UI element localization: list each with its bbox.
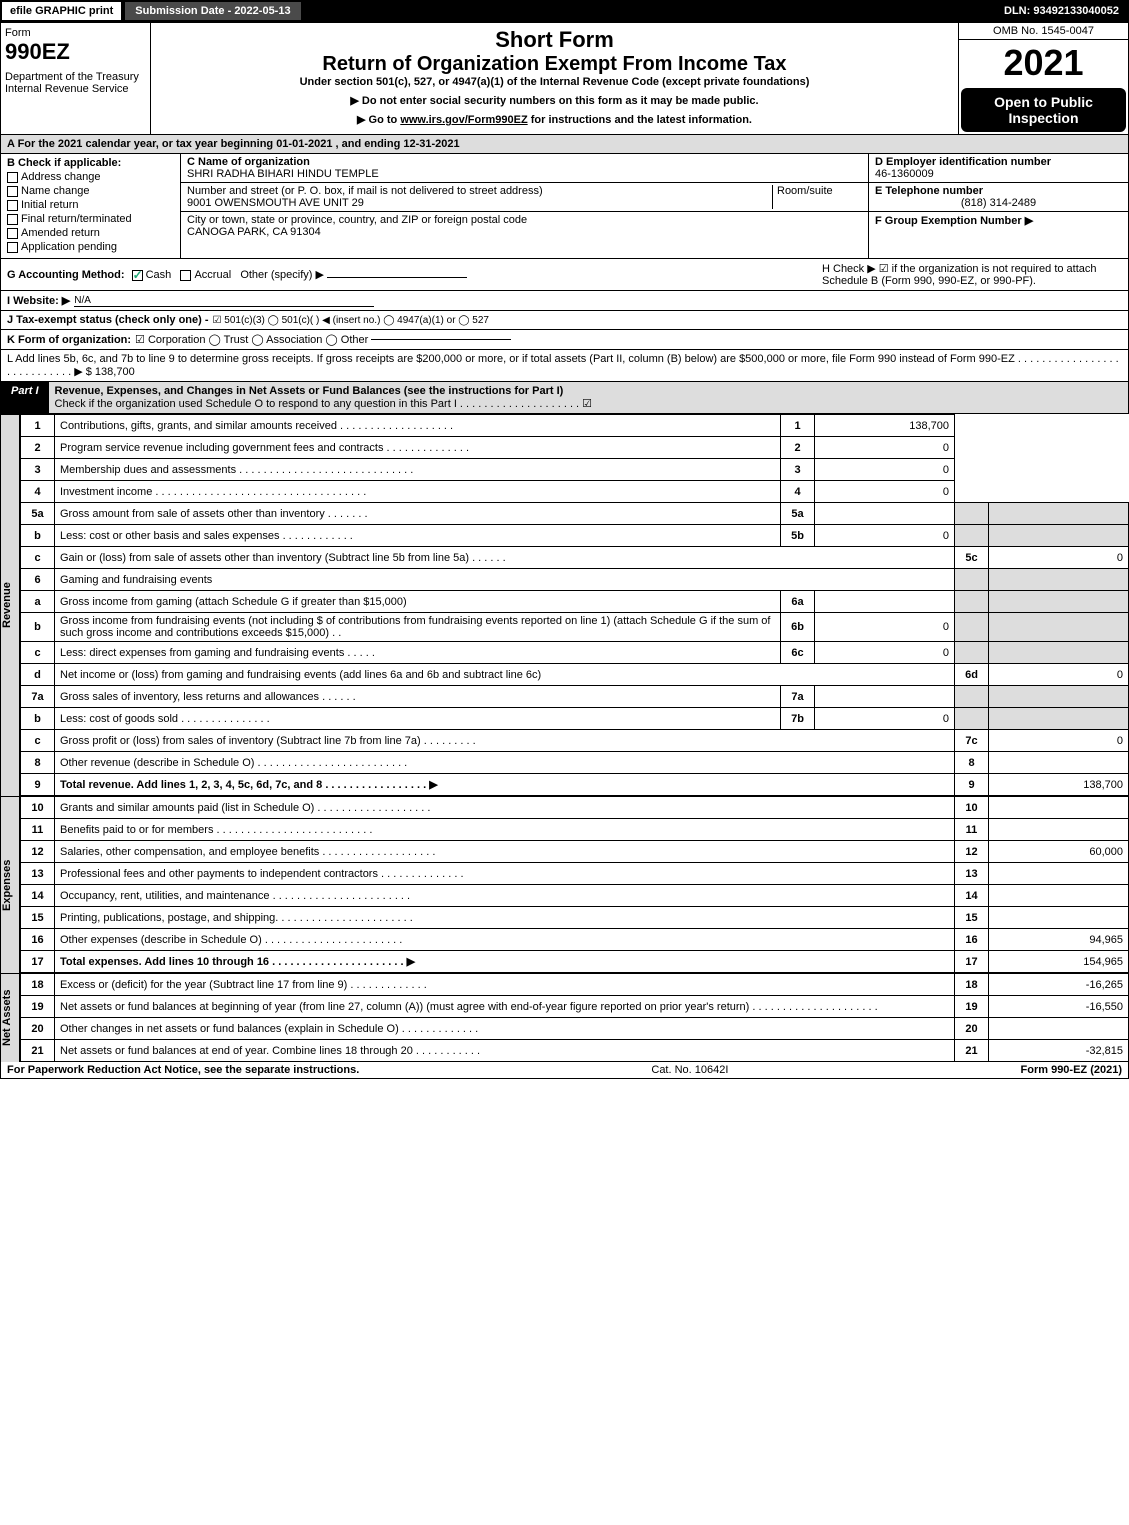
return-title: Return of Organization Exempt From Incom… bbox=[155, 53, 954, 76]
part1-label: Part I bbox=[1, 382, 49, 413]
form-header: Form 990EZ Department of the Treasury In… bbox=[0, 22, 1129, 135]
line-10: 10Grants and similar amounts paid (list … bbox=[21, 797, 1129, 819]
dln: DLN: 93492133040052 bbox=[994, 2, 1129, 20]
part1-check: Check if the organization used Schedule … bbox=[55, 398, 593, 410]
line-j: J Tax-exempt status (check only one) - ☑… bbox=[0, 311, 1129, 330]
line-6: 6Gaming and fundraising events bbox=[21, 569, 1129, 591]
line-15: 15Printing, publications, postage, and s… bbox=[21, 907, 1129, 929]
line-1: 1Contributions, gifts, grants, and simil… bbox=[21, 415, 1129, 437]
line-17: 17Total expenses. Add lines 10 through 1… bbox=[21, 951, 1129, 973]
c-addr-label: Number and street (or P. O. box, if mail… bbox=[187, 185, 543, 197]
irs-link[interactable]: www.irs.gov/Form990EZ bbox=[400, 114, 527, 126]
line-5a: 5aGross amount from sale of assets other… bbox=[21, 503, 1129, 525]
line-2: 2Program service revenue including gover… bbox=[21, 437, 1129, 459]
revenue-table: 1Contributions, gifts, grants, and simil… bbox=[20, 414, 1129, 796]
e-label: E Telephone number bbox=[875, 185, 983, 197]
line-16: 16Other expenses (describe in Schedule O… bbox=[21, 929, 1129, 951]
ein: 46-1360009 bbox=[875, 168, 934, 180]
netassets-table: 18Excess or (deficit) for the year (Subt… bbox=[20, 973, 1129, 1062]
line-18: 18Excess or (deficit) for the year (Subt… bbox=[21, 974, 1129, 996]
chk-final-return[interactable] bbox=[7, 214, 18, 225]
part1-header: Part I Revenue, Expenses, and Changes in… bbox=[0, 382, 1129, 414]
line-5b: bLess: cost or other basis and sales exp… bbox=[21, 525, 1129, 547]
line-7c: cGross profit or (loss) from sales of in… bbox=[21, 730, 1129, 752]
expenses-vlabel: Expenses bbox=[0, 796, 20, 973]
line-5c: cGain or (loss) from sale of assets othe… bbox=[21, 547, 1129, 569]
note-goto: ▶ Go to www.irs.gov/Form990EZ for instru… bbox=[155, 113, 954, 126]
revenue-vlabel: Revenue bbox=[0, 414, 20, 796]
chk-accrual[interactable] bbox=[180, 270, 191, 281]
chk-cash[interactable] bbox=[132, 270, 143, 281]
line-14: 14Occupancy, rent, utilities, and mainte… bbox=[21, 885, 1129, 907]
top-bar: efile GRAPHIC print Submission Date - 20… bbox=[0, 0, 1129, 22]
netassets-vlabel: Net Assets bbox=[0, 973, 20, 1062]
line-19: 19Net assets or fund balances at beginni… bbox=[21, 996, 1129, 1018]
org-name: SHRI RADHA BIHARI HINDU TEMPLE bbox=[187, 168, 379, 180]
note-ssn: ▶ Do not enter social security numbers o… bbox=[155, 94, 954, 107]
short-form: Short Form bbox=[155, 27, 954, 53]
under-section: Under section 501(c), 527, or 4947(a)(1)… bbox=[155, 76, 954, 88]
j-opts: ☑ 501(c)(3) ◯ 501(c)( ) ◀ (insert no.) ◯… bbox=[213, 315, 489, 326]
c-city-label: City or town, state or province, country… bbox=[187, 214, 527, 226]
part1-title: Revenue, Expenses, and Changes in Net As… bbox=[55, 385, 564, 397]
form-word: Form bbox=[5, 27, 146, 39]
h-text: H Check ▶ ☑ if the organization is not r… bbox=[822, 262, 1122, 287]
line-21: 21Net assets or fund balances at end of … bbox=[21, 1040, 1129, 1062]
line-6c: cLess: direct expenses from gaming and f… bbox=[21, 642, 1129, 664]
chk-name-change[interactable] bbox=[7, 186, 18, 197]
b-label: B Check if applicable: bbox=[7, 157, 121, 169]
website: N/A bbox=[74, 295, 374, 307]
efile-label: efile GRAPHIC print bbox=[0, 0, 123, 22]
line-7b: bLess: cost of goods sold . . . . . . . … bbox=[21, 708, 1129, 730]
org-address: 9001 OWENSMOUTH AVE UNIT 29 bbox=[187, 197, 364, 209]
footer-catno: Cat. No. 10642I bbox=[651, 1064, 728, 1076]
chk-amended-return[interactable] bbox=[7, 228, 18, 239]
tax-year: 2021 bbox=[959, 40, 1128, 86]
chk-initial-return[interactable] bbox=[7, 200, 18, 211]
g-label: G Accounting Method: bbox=[7, 269, 125, 281]
irs: Internal Revenue Service bbox=[5, 83, 146, 95]
line-7a: 7aGross sales of inventory, less returns… bbox=[21, 686, 1129, 708]
chk-application-pending[interactable] bbox=[7, 242, 18, 253]
room-suite: Room/suite bbox=[772, 185, 862, 209]
chk-address-change[interactable] bbox=[7, 172, 18, 183]
line-13: 13Professional fees and other payments t… bbox=[21, 863, 1129, 885]
dept: Department of the Treasury bbox=[5, 71, 146, 83]
line-12: 12Salaries, other compensation, and empl… bbox=[21, 841, 1129, 863]
footer: For Paperwork Reduction Act Notice, see … bbox=[0, 1062, 1129, 1079]
line-11: 11Benefits paid to or for members . . . … bbox=[21, 819, 1129, 841]
line-l: L Add lines 5b, 6c, and 7b to line 9 to … bbox=[0, 350, 1129, 382]
line-8: 8Other revenue (describe in Schedule O) … bbox=[21, 752, 1129, 774]
line-9: 9Total revenue. Add lines 1, 2, 3, 4, 5c… bbox=[21, 774, 1129, 796]
line-20: 20Other changes in net assets or fund ba… bbox=[21, 1018, 1129, 1040]
omb: OMB No. 1545-0047 bbox=[959, 23, 1128, 40]
d-label: D Employer identification number bbox=[875, 156, 1051, 168]
k-opts: ☑ Corporation ◯ Trust ◯ Association ◯ Ot… bbox=[135, 333, 368, 346]
block-bcdef: B Check if applicable: Address change Na… bbox=[0, 154, 1129, 259]
line-6d: dNet income or (loss) from gaming and fu… bbox=[21, 664, 1129, 686]
line-6b: bGross income from fundraising events (n… bbox=[21, 613, 1129, 642]
expenses-table: 10Grants and similar amounts paid (list … bbox=[20, 796, 1129, 973]
submission-date: Submission Date - 2022-05-13 bbox=[123, 0, 302, 22]
line-3: 3Membership dues and assessments . . . .… bbox=[21, 459, 1129, 481]
line-4: 4Investment income . . . . . . . . . . .… bbox=[21, 481, 1129, 503]
org-city: CANOGA PARK, CA 91304 bbox=[187, 226, 321, 238]
c-name-label: C Name of organization bbox=[187, 156, 310, 168]
line-k: K Form of organization: ☑ Corporation ◯ … bbox=[0, 330, 1129, 350]
footer-right: Form 990-EZ (2021) bbox=[1021, 1064, 1122, 1076]
line-gh: G Accounting Method: Cash Accrual Other … bbox=[0, 259, 1129, 291]
telephone: (818) 314-2489 bbox=[875, 197, 1122, 209]
f-label: F Group Exemption Number ▶ bbox=[875, 215, 1033, 227]
form-number: 990EZ bbox=[5, 39, 146, 65]
line-i: I Website: ▶ N/A bbox=[0, 291, 1129, 311]
open-inspection: Open to Public Inspection bbox=[961, 88, 1126, 132]
line-a: A For the 2021 calendar year, or tax yea… bbox=[0, 135, 1129, 154]
footer-left: For Paperwork Reduction Act Notice, see … bbox=[7, 1064, 359, 1076]
line-6a: aGross income from gaming (attach Schedu… bbox=[21, 591, 1129, 613]
